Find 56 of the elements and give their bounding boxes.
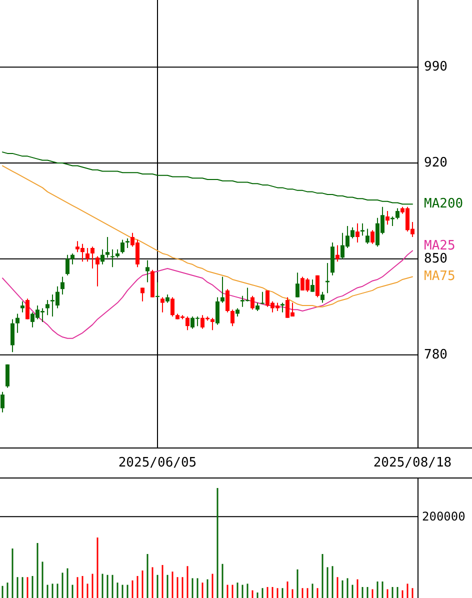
y-tick-label: 780 <box>424 347 448 362</box>
candlestick <box>356 222 360 243</box>
candlestick <box>46 300 50 316</box>
y-tick-label: 850 <box>424 251 448 266</box>
candlestick <box>336 244 340 262</box>
candlestick <box>140 287 144 302</box>
candlestick <box>146 260 150 283</box>
candlestick <box>370 230 374 244</box>
candlestick <box>0 391 4 413</box>
series-label: MA75 <box>424 269 456 284</box>
candlestick <box>186 316 190 331</box>
x-tick-label: 2025/08/18 <box>373 456 452 470</box>
candlestick <box>250 295 254 310</box>
candlestick <box>396 208 400 220</box>
candlestick <box>216 296 220 326</box>
series-label: MA25 <box>424 238 456 254</box>
candlestick <box>100 248 104 265</box>
candlestick <box>170 296 174 317</box>
line-series <box>2 152 413 205</box>
candlestick <box>230 309 234 327</box>
candlestick <box>110 248 114 268</box>
candlestick <box>160 296 164 313</box>
candlestick <box>26 298 30 320</box>
text: 200000 <box>422 510 466 524</box>
candlestick <box>386 210 390 226</box>
candlestick <box>280 302 284 313</box>
y-tick-label: 990 <box>424 60 448 75</box>
candlestick <box>60 276 64 296</box>
candlestick <box>6 364 10 388</box>
candlestick <box>366 228 370 244</box>
candlestick <box>16 313 20 334</box>
candlestick <box>360 222 364 236</box>
candlestick <box>296 272 300 298</box>
candlestick <box>310 278 314 292</box>
line-series <box>2 250 413 339</box>
candlestick <box>220 276 224 304</box>
y-tick-label: 920 <box>424 156 448 171</box>
candlestick <box>260 291 264 305</box>
candlestick <box>106 236 110 258</box>
x-tick-label: 2025/06/05 <box>118 456 197 470</box>
candlestick <box>210 317 214 331</box>
candlestick <box>10 318 14 353</box>
candlestick <box>96 256 100 287</box>
candlestick <box>126 238 130 248</box>
candlestick <box>120 239 124 254</box>
candlestick <box>90 246 94 270</box>
candlestick <box>156 282 160 298</box>
candlestick <box>66 254 70 276</box>
candlestick <box>20 300 24 313</box>
candlestick <box>226 288 230 313</box>
series-label: MA200 <box>424 196 464 212</box>
candlestick <box>86 247 90 262</box>
candlestick <box>316 274 320 298</box>
candlestick <box>70 252 74 265</box>
candlestick <box>320 291 324 304</box>
line-series <box>2 165 413 308</box>
